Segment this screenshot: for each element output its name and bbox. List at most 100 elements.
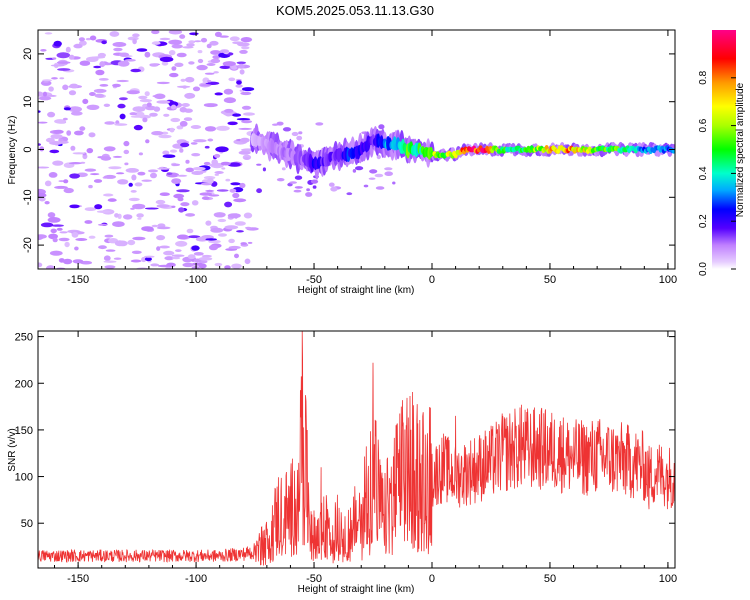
noise-blob bbox=[125, 168, 139, 173]
noise-blob bbox=[168, 39, 183, 45]
noise-blob bbox=[153, 106, 161, 112]
noise-blob bbox=[112, 42, 127, 47]
noise-blob bbox=[47, 94, 57, 97]
noise-blob bbox=[184, 92, 196, 99]
noise-blob bbox=[145, 139, 150, 144]
y-tick-label: 200 bbox=[15, 378, 33, 390]
noise-blob bbox=[104, 265, 116, 269]
noise-blob bbox=[171, 256, 181, 260]
noise-blob bbox=[282, 127, 292, 132]
noise-blob bbox=[127, 239, 136, 246]
noise-blob bbox=[149, 112, 158, 117]
noise-blob bbox=[70, 111, 83, 116]
noise-blob bbox=[141, 179, 152, 182]
colorbar-tick-label: 0.6 bbox=[698, 118, 709, 132]
noise-blob bbox=[69, 162, 83, 165]
noise-blob bbox=[41, 79, 53, 82]
noise-blob bbox=[198, 263, 207, 269]
noise-blob bbox=[204, 126, 217, 132]
noise-blob bbox=[90, 173, 100, 176]
noise-blob bbox=[193, 139, 207, 143]
noise-blob bbox=[71, 231, 79, 238]
noise-blob bbox=[222, 61, 236, 67]
noise-blob bbox=[197, 58, 204, 64]
noise-blob bbox=[296, 135, 303, 141]
noise-blob bbox=[179, 120, 188, 127]
noise-blob bbox=[242, 87, 255, 92]
noise-blob bbox=[256, 188, 262, 194]
noise-blob bbox=[158, 134, 172, 139]
colorbar: 0.0 0.2 0.4 0.6 0.8 Normalized spectral ampl… bbox=[698, 30, 746, 276]
noise-blob bbox=[221, 167, 226, 170]
noise-blob bbox=[103, 260, 117, 263]
noise-blob bbox=[315, 122, 324, 126]
noise-blob bbox=[50, 134, 63, 139]
x-tick-label: -150 bbox=[67, 573, 89, 585]
noise-blob bbox=[198, 256, 213, 261]
noise-blob bbox=[216, 189, 229, 192]
noise-blob bbox=[132, 38, 137, 45]
noise-blob bbox=[243, 112, 255, 116]
noise-blob bbox=[210, 50, 222, 55]
noise-blob bbox=[216, 125, 230, 131]
noise-blob bbox=[171, 44, 183, 49]
noise-blob bbox=[97, 223, 108, 226]
noise-blob bbox=[144, 257, 152, 262]
noise-blob bbox=[103, 146, 116, 152]
noise-blob bbox=[227, 213, 241, 219]
noise-blob bbox=[146, 102, 152, 108]
noise-blob bbox=[63, 187, 74, 194]
noise-blob bbox=[305, 192, 313, 197]
noise-blob bbox=[69, 173, 80, 179]
noise-blob bbox=[188, 61, 195, 65]
noise-blob bbox=[57, 68, 71, 71]
noise-blob bbox=[96, 210, 111, 213]
noise-blob bbox=[112, 155, 123, 158]
noise-blob bbox=[213, 212, 226, 218]
noise-blob bbox=[47, 212, 56, 218]
noise-blob bbox=[239, 69, 245, 75]
noise-blob bbox=[234, 221, 246, 226]
noise-blob bbox=[130, 68, 141, 73]
y-tick-label: 20 bbox=[22, 48, 34, 60]
noise-blob bbox=[116, 79, 129, 83]
noise-blob bbox=[66, 130, 72, 136]
spectrogram-marks bbox=[38, 30, 675, 269]
noise-blob bbox=[119, 97, 128, 101]
noise-blob bbox=[151, 41, 161, 45]
x-tick-label: 100 bbox=[659, 274, 677, 286]
noise-blob bbox=[161, 61, 169, 66]
noise-blob bbox=[231, 263, 242, 269]
y-tick-label: 0 bbox=[22, 146, 34, 152]
noise-blob bbox=[171, 205, 176, 208]
noise-blob bbox=[151, 131, 164, 136]
noise-blob bbox=[201, 254, 212, 258]
noise-blob bbox=[100, 156, 112, 161]
snr-panel: -150 -100 -50 0 50 100 50 100 150 200 250 Height o… bbox=[7, 330, 677, 595]
noise-blob bbox=[212, 55, 221, 60]
noise-blob bbox=[51, 224, 64, 227]
snr-ylabel: SNR (v/v) bbox=[7, 428, 18, 471]
noise-blob bbox=[236, 118, 251, 121]
noise-blob bbox=[99, 61, 106, 68]
noise-blob bbox=[72, 259, 84, 264]
noise-blob bbox=[163, 250, 175, 256]
noise-blob bbox=[114, 240, 125, 247]
noise-blob bbox=[195, 236, 209, 242]
noise-blob bbox=[182, 46, 194, 49]
noise-blob bbox=[228, 245, 241, 250]
noise-blob bbox=[209, 40, 219, 46]
noise-blob bbox=[65, 46, 71, 53]
noise-blob bbox=[46, 265, 56, 269]
noise-blob bbox=[62, 84, 69, 91]
noise-blob bbox=[84, 207, 97, 212]
noise-blob bbox=[52, 57, 57, 60]
noise-blob bbox=[52, 160, 64, 166]
noise-blob bbox=[181, 103, 190, 107]
x-tick-label: -150 bbox=[67, 274, 89, 286]
colorbar-tick-label: 0.0 bbox=[698, 262, 709, 276]
noise-blob bbox=[38, 234, 44, 241]
noise-blob bbox=[225, 178, 231, 182]
noise-blob bbox=[40, 222, 54, 228]
